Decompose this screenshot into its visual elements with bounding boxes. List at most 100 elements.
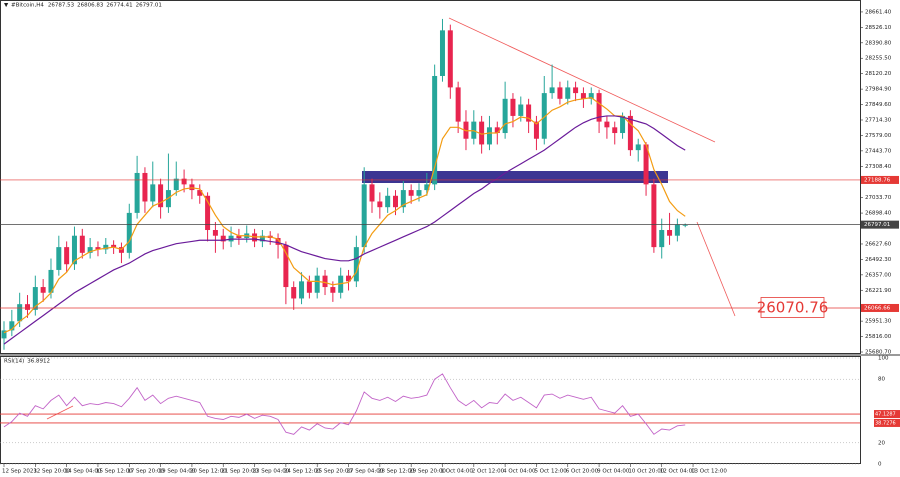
x-tick-label: 21 Sep 20:00 [221, 469, 258, 475]
candle-body [306, 281, 312, 293]
y-tick-label: 25951.30 [865, 319, 892, 325]
level-label: 26066.66 [864, 305, 891, 311]
candle-body [620, 115, 626, 134]
x-tick-label: 28 Sep 12:00 [378, 469, 415, 475]
candle-body [408, 190, 414, 196]
candle-body [674, 224, 680, 236]
candle-body [173, 178, 179, 191]
moving-average [3, 115, 686, 345]
candle-body [604, 121, 610, 128]
candle-body [494, 127, 500, 134]
candle-body [142, 172, 148, 202]
supply-zone [362, 171, 668, 183]
candle-body [259, 235, 265, 242]
y-tick-label: 80 [878, 377, 885, 383]
candle-body [502, 98, 508, 134]
candle-body [643, 144, 649, 185]
rsi-title: RSI(14) [4, 359, 24, 365]
header-high: 26806.83 [77, 3, 104, 9]
candle-body [651, 184, 657, 248]
candle-body [291, 287, 297, 299]
y-tick-label: 28661.40 [865, 9, 892, 15]
x-tick-label: 9 Oct 04:00 [597, 469, 630, 475]
y-tick-label: 27714.30 [865, 117, 892, 123]
candle-body [299, 281, 305, 299]
candle-body [667, 230, 673, 236]
candle-body [510, 98, 516, 116]
candle-body [9, 321, 15, 331]
x-tick-label: 12 Sep 20:00 [33, 469, 70, 475]
x-tick-label: 4 Oct 04:00 [503, 469, 536, 475]
projection-line [696, 221, 736, 317]
x-tick-label: 17 Sep 20:00 [127, 469, 164, 475]
candle-body [596, 93, 602, 122]
candle-body [557, 87, 563, 99]
y-tick-label: 26492.30 [865, 257, 892, 263]
candle-body [158, 184, 164, 208]
candle-body [361, 184, 367, 248]
x-tick-label: 25 Sep 20:00 [315, 469, 352, 475]
y-tick-label: 27984.90 [865, 87, 892, 93]
candle-body [150, 184, 156, 202]
y-tick-label: 100 [878, 356, 889, 362]
y-tick-label: 26357.00 [865, 272, 892, 278]
candle-body [40, 287, 46, 293]
rsi-panel [0, 356, 861, 464]
candle-body [1, 330, 7, 339]
moving-average [3, 97, 686, 334]
y-tick-label: 26898.40 [865, 211, 892, 217]
level-label: 38.7276 [875, 420, 896, 426]
header-low: 26774.41 [106, 3, 132, 9]
y-tick-label: 28255.50 [865, 56, 892, 62]
candle-body [573, 87, 579, 94]
y-tick-label: 28120.20 [865, 71, 892, 77]
candle-body [533, 121, 539, 139]
candle-body [424, 184, 430, 191]
candle-body [181, 178, 187, 185]
candle-body [322, 275, 328, 288]
x-tick-label: 14 Sep 04:00 [65, 469, 102, 475]
y-tick-label: 27579.00 [865, 133, 892, 139]
candle-body [432, 75, 438, 185]
candle-body [447, 30, 453, 88]
candle-body [236, 235, 242, 238]
candle-body [580, 93, 586, 99]
candle-body [275, 237, 281, 245]
header-close: 26797.01 [136, 3, 162, 9]
candle-body [220, 235, 226, 242]
y-tick-label: 0 [878, 462, 882, 468]
symbol-title: #Bitcoin,H4 [11, 3, 44, 9]
candle-body [212, 230, 218, 236]
candle-body [682, 224, 688, 226]
candle-body [330, 287, 336, 293]
candle-body [385, 195, 391, 208]
y-tick-label: 28526.10 [865, 25, 892, 31]
candle-body [353, 247, 359, 282]
candle-body [95, 247, 101, 250]
x-tick-label: 5 Oct 12:00 [534, 469, 567, 475]
candle-body [549, 87, 555, 94]
y-tick-label: 27443.70 [865, 148, 892, 154]
candle-body [635, 144, 641, 151]
x-tick-label: 19 Sep 04:00 [159, 469, 196, 475]
candle-body [197, 190, 203, 196]
y-tick-label: 25680.70 [865, 350, 892, 356]
x-tick-label: 6 Oct 20:00 [566, 469, 599, 475]
candle-body [71, 235, 77, 265]
x-tick-label: 20 Sep 12:00 [190, 469, 227, 475]
y-tick-label: 28390.80 [865, 40, 892, 46]
candle-body [64, 247, 70, 265]
candle-body [346, 275, 352, 282]
candle-body [79, 235, 85, 253]
menu-icon[interactable]: ▼ [4, 3, 9, 9]
y-tick-label: 20 [878, 440, 885, 446]
candle-body [87, 247, 93, 253]
rsi-trendline [46, 405, 74, 420]
candle-body [479, 121, 485, 145]
candle-body [541, 93, 547, 139]
candle-body [486, 127, 492, 145]
candle-body [111, 244, 117, 248]
x-tick-label: 1 Oct 04:00 [440, 469, 473, 475]
candle-body [565, 87, 571, 99]
